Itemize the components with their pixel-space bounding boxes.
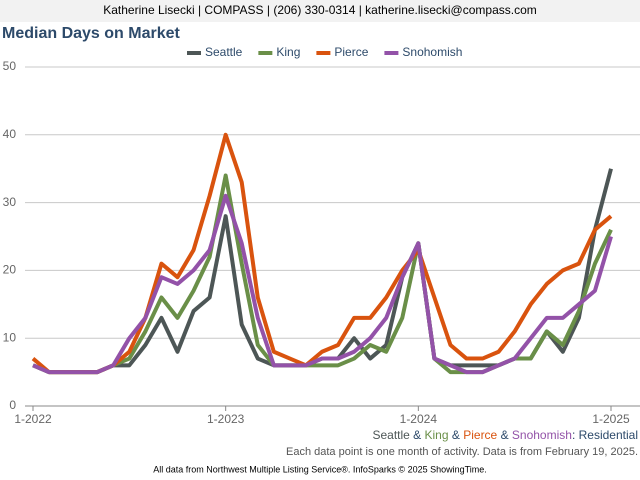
header-text: Katherine Lisecki | COMPASS | (206) 330-…	[103, 3, 537, 17]
chart-title: Median Days on Market	[2, 25, 181, 42]
header-bar	[0, 0, 640, 22]
legend-label: Snohomish	[402, 45, 462, 59]
series-note-sep: &	[410, 428, 425, 442]
x-tick-label: 1-2022	[14, 412, 52, 426]
x-tick-label: 1-2024	[400, 412, 438, 426]
y-tick-label: 20	[3, 263, 17, 277]
legend: Seattle King Pierce Snohomish	[187, 45, 462, 59]
y-tick-label: 40	[3, 127, 17, 141]
series-note-name: Pierce	[463, 428, 497, 442]
y-tick-label: 50	[3, 59, 17, 73]
series-note-name: King	[425, 428, 449, 442]
legend-label: King	[276, 45, 300, 59]
series-line	[31, 132, 613, 375]
series-note-sep: &	[497, 428, 512, 442]
series-note-name: Snohomish	[512, 428, 572, 442]
series-note: Seattle & King & Pierce & Snohomish: Res…	[372, 428, 638, 442]
y-tick-label: 30	[3, 195, 17, 209]
series-line	[32, 193, 613, 375]
y-tick-label: 0	[9, 398, 16, 412]
note: Each data point is one month of activity…	[286, 446, 638, 458]
source: All data from Northwest Multiple Listing…	[153, 464, 487, 474]
legend-label: Seattle	[205, 45, 243, 59]
series-note-sep: : Residential	[572, 428, 638, 442]
legend-label: Pierce	[334, 45, 368, 59]
series-note-sep: &	[449, 428, 464, 442]
x-tick-label: 1-2023	[207, 412, 245, 426]
x-tick-label: 1-2025	[592, 412, 630, 426]
series-note-name: Seattle	[372, 428, 410, 442]
series-line	[32, 173, 613, 375]
y-tick-label: 10	[3, 330, 17, 344]
